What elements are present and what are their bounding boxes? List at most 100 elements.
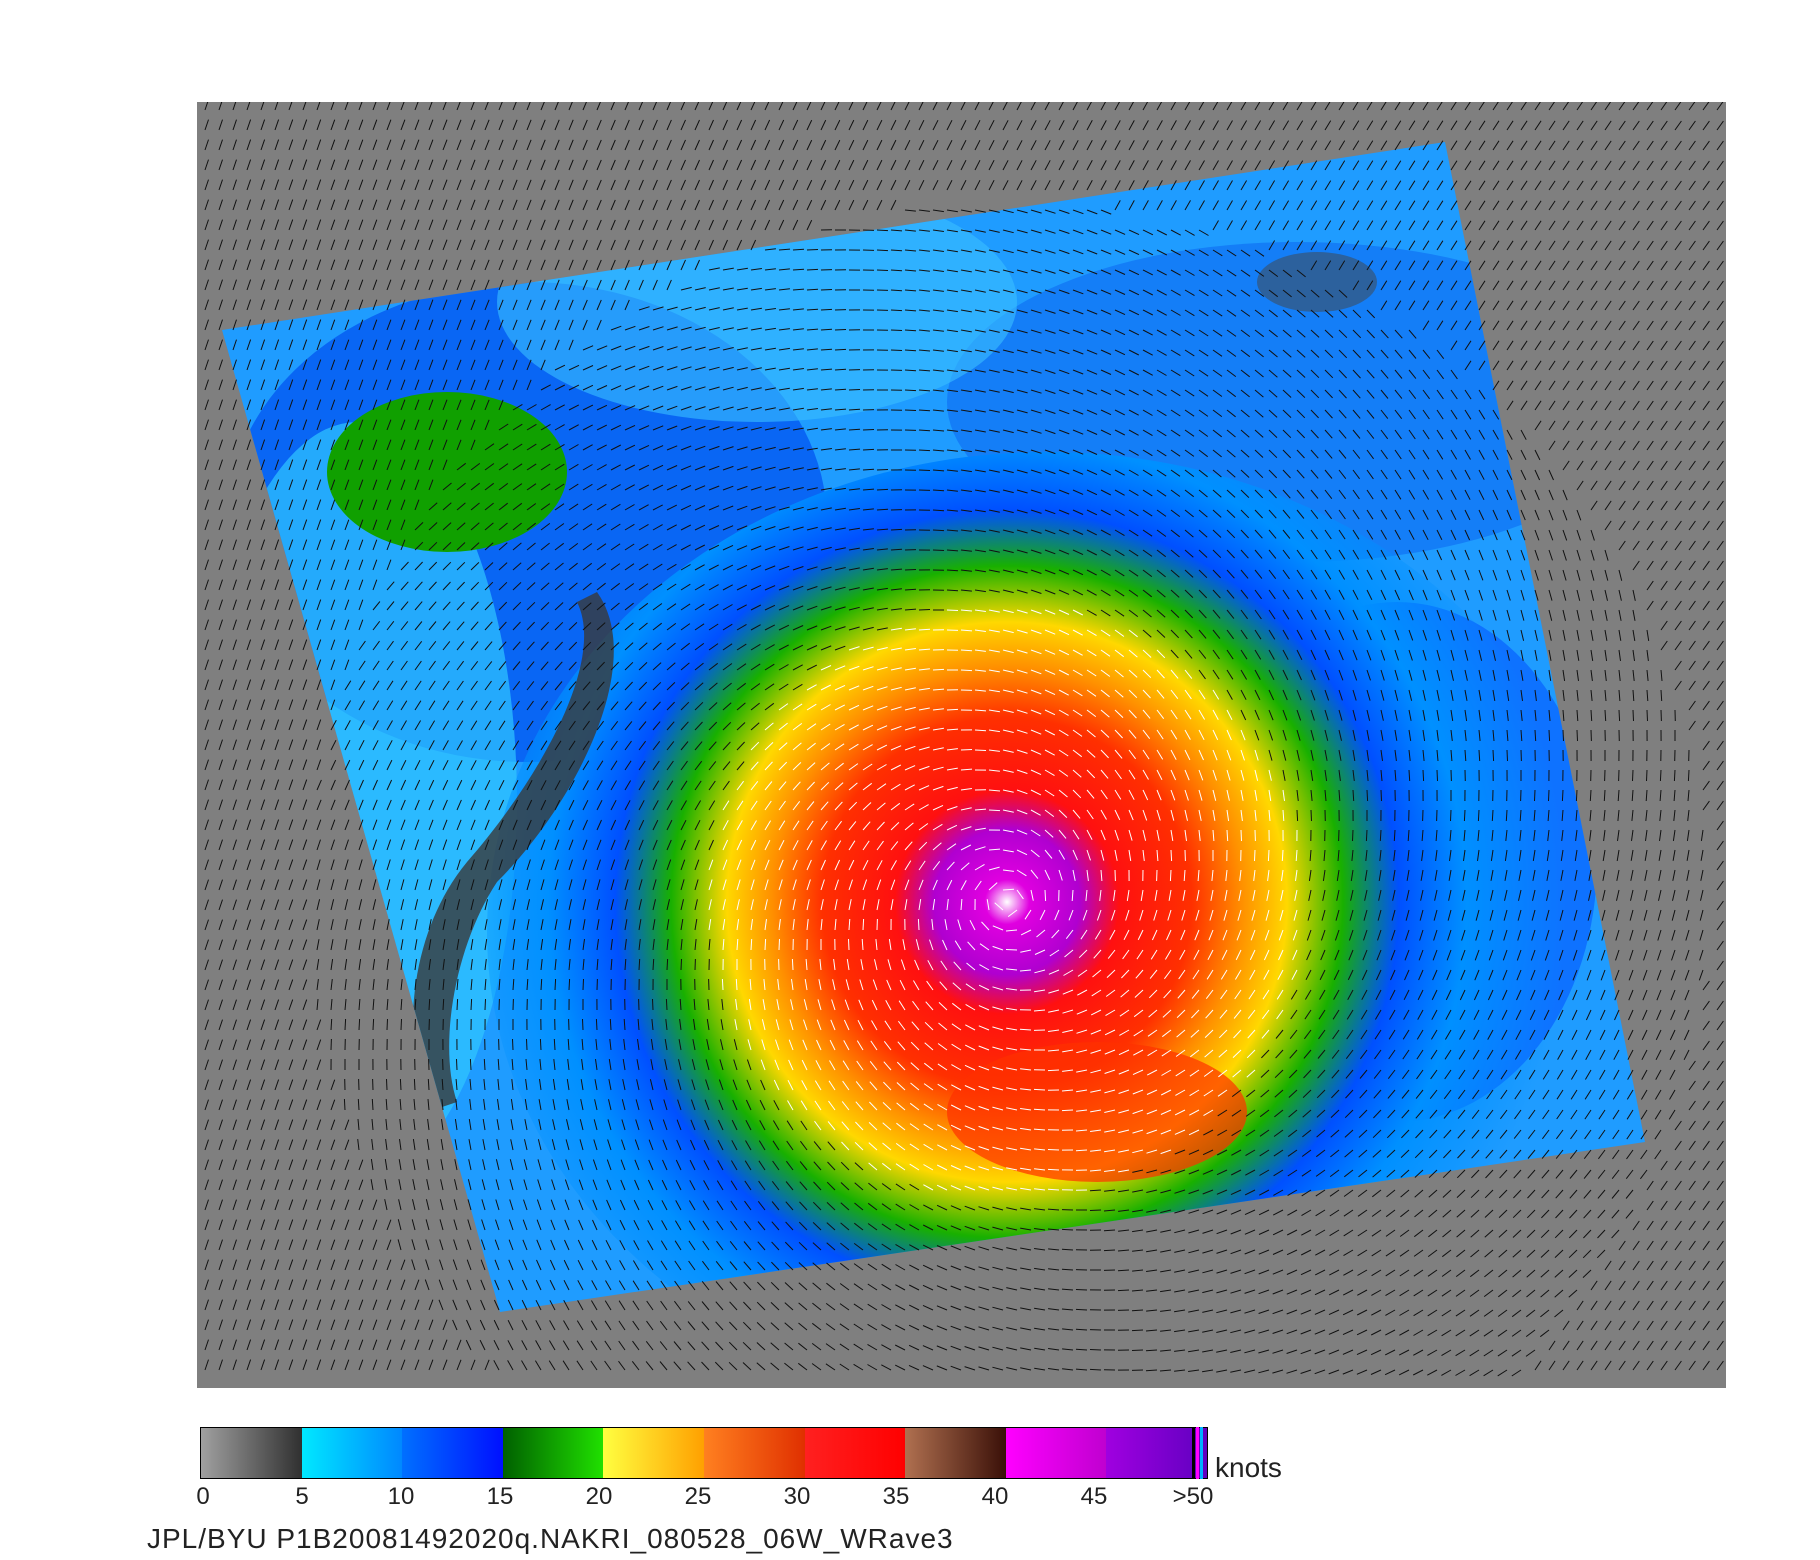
wind-vector — [1422, 140, 1430, 151]
wind-vector — [1408, 409, 1416, 420]
wind-vector — [1310, 429, 1319, 439]
wind-vector — [750, 683, 761, 691]
wind-vector — [218, 839, 223, 851]
wind-vector — [1100, 369, 1112, 375]
wind-vector — [554, 239, 560, 251]
wind-vector — [442, 259, 448, 271]
wind-vector — [1240, 729, 1246, 741]
wind-vector — [890, 102, 896, 111]
wind-vector — [582, 958, 585, 971]
wind-vector — [1492, 429, 1499, 440]
wind-vector — [568, 899, 572, 911]
wind-vector — [596, 919, 600, 931]
wind-vector — [736, 239, 743, 251]
wind-vector — [1156, 729, 1164, 740]
wind-vector — [512, 601, 522, 611]
wind-vector — [512, 899, 516, 911]
wind-vector — [1016, 749, 1028, 754]
wind-vector — [1506, 340, 1514, 351]
wind-vector — [1128, 409, 1139, 416]
wind-vector — [1520, 120, 1528, 131]
wind-vector — [540, 239, 546, 251]
wind-vector — [1310, 709, 1315, 721]
wind-vector — [1562, 689, 1565, 701]
wind-vector — [820, 566, 832, 571]
wind-vector — [218, 479, 223, 491]
wind-vector — [1436, 589, 1442, 601]
wind-vector — [1376, 949, 1382, 961]
wind-vector — [568, 959, 571, 971]
wind-vector — [946, 429, 958, 432]
wind-vector — [526, 463, 537, 471]
wind-vector — [1520, 709, 1523, 721]
wind-vector — [386, 581, 395, 591]
wind-vector — [1324, 769, 1328, 781]
wind-vector — [960, 159, 967, 171]
wind-vector — [470, 562, 480, 571]
wind-vector — [1142, 789, 1149, 801]
wind-vector — [946, 409, 958, 412]
wind-vector — [1062, 989, 1074, 995]
wind-vector — [316, 899, 321, 911]
wind-vector — [596, 179, 602, 191]
wind-vector — [428, 419, 434, 431]
wind-vector — [624, 859, 630, 871]
wind-vector — [736, 584, 748, 591]
wind-vector — [442, 839, 448, 851]
wind-vector — [498, 779, 505, 791]
wind-vector — [414, 601, 423, 611]
wind-vector — [624, 879, 629, 891]
wind-vector — [1660, 560, 1668, 571]
wind-vector — [610, 139, 616, 151]
wind-vector — [400, 581, 409, 591]
wind-vector — [694, 406, 706, 411]
wind-vector — [1142, 709, 1151, 719]
wind-vector — [1142, 369, 1153, 376]
wind-vector — [848, 508, 860, 511]
wind-vector — [1044, 889, 1047, 902]
wind-vector — [288, 539, 294, 551]
wind-vector — [414, 239, 420, 251]
wind-vector — [1506, 429, 1513, 440]
wind-vector — [484, 199, 490, 211]
wind-vector — [414, 899, 419, 911]
wind-vector — [330, 219, 336, 231]
wind-vector — [1618, 520, 1626, 531]
wind-vector — [736, 159, 743, 171]
wind-vector — [288, 899, 294, 911]
wind-vector — [470, 581, 480, 591]
wind-vector — [218, 279, 223, 291]
wind-vector — [1282, 102, 1289, 111]
wind-vector — [904, 102, 910, 111]
wind-vector — [1632, 480, 1640, 491]
wind-vector — [1100, 769, 1109, 779]
wind-vector — [1352, 709, 1357, 721]
wind-vector — [1184, 709, 1192, 720]
wind-vector — [204, 359, 209, 371]
wind-vector — [204, 179, 209, 191]
wind-vector — [1128, 102, 1134, 111]
wind-vector — [260, 919, 266, 931]
wind-vector — [1310, 609, 1317, 620]
wind-vector — [1072, 102, 1078, 111]
wind-vector — [1212, 369, 1223, 377]
wind-vector — [1408, 300, 1416, 311]
wind-vector — [944, 919, 948, 931]
wind-vector — [1576, 569, 1581, 581]
wind-vector — [414, 359, 420, 371]
wind-vector — [792, 742, 802, 751]
wind-vector — [946, 209, 958, 213]
wind-vector — [1618, 380, 1626, 391]
wind-vector — [1044, 689, 1056, 696]
wind-vector — [582, 839, 588, 851]
wind-vector — [232, 999, 237, 1011]
wind-vector — [1618, 440, 1626, 451]
wind-vector — [624, 279, 630, 291]
wind-vector — [792, 328, 804, 331]
wind-vector — [918, 369, 931, 372]
wind-vector — [1170, 849, 1173, 862]
wind-vector — [1114, 120, 1121, 131]
wind-vector — [1492, 549, 1498, 561]
wind-vector — [484, 601, 493, 611]
wind-vector — [988, 569, 1000, 573]
